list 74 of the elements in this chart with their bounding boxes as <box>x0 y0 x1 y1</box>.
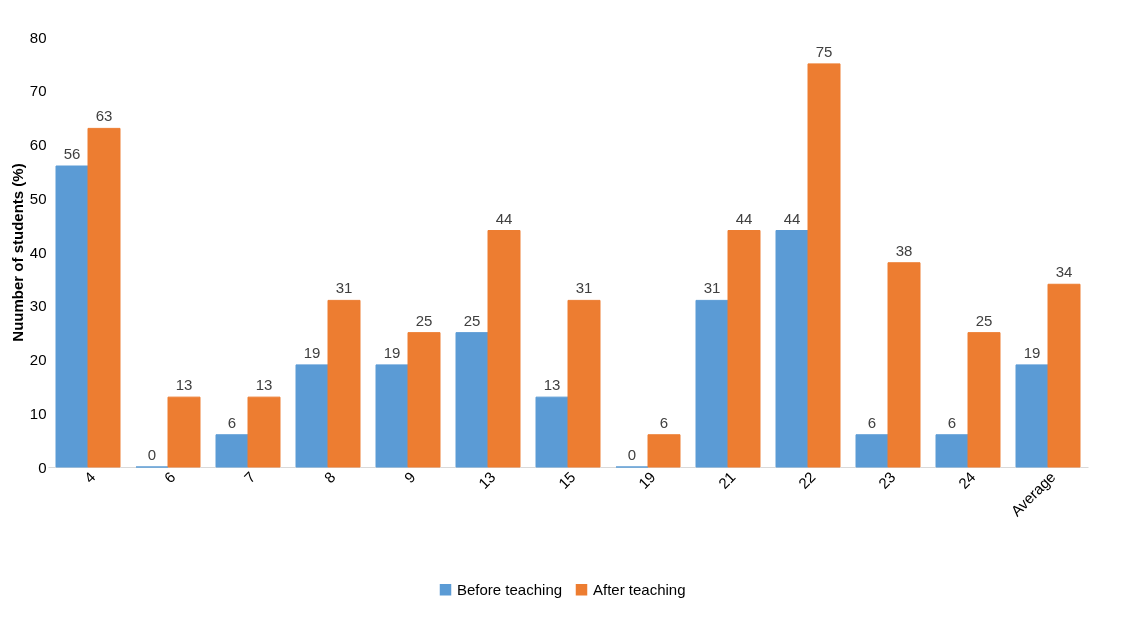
data-label: 19 <box>303 343 321 361</box>
y-tick-label: 60 <box>29 136 47 153</box>
y-tick-label: 40 <box>29 243 47 261</box>
data-label: 63 <box>95 107 113 125</box>
bar <box>887 262 921 468</box>
bar <box>487 230 521 468</box>
bar <box>727 230 761 468</box>
data-label: 75 <box>815 42 833 60</box>
bar <box>1015 364 1049 468</box>
data-label: 6 <box>227 413 237 431</box>
data-label: 56 <box>63 145 81 162</box>
bar <box>247 396 281 468</box>
x-tick-label: 13 <box>474 468 499 492</box>
x-tick-label: 7 <box>240 468 259 487</box>
data-label: 25 <box>463 311 481 329</box>
data-label: 13 <box>255 376 273 394</box>
bar <box>295 364 329 468</box>
bar <box>167 396 201 468</box>
data-label: 31 <box>703 279 721 297</box>
bar <box>647 434 681 468</box>
bar <box>567 299 601 468</box>
data-label: 0 <box>147 446 157 463</box>
y-axis-title: Nuumber of students (%) <box>8 163 26 342</box>
legend-label: After teaching <box>593 580 686 598</box>
bar <box>807 63 841 468</box>
data-label: 34 <box>1055 263 1073 281</box>
x-tick-label: 24 <box>954 468 979 492</box>
data-label: 13 <box>175 376 193 394</box>
x-tick-label: 22 <box>794 468 819 492</box>
bar <box>1047 283 1081 468</box>
y-tick-label: 70 <box>29 82 47 100</box>
y-tick-label: 80 <box>29 28 47 46</box>
data-label: 44 <box>495 209 513 227</box>
bar <box>87 127 121 468</box>
bar <box>695 299 729 468</box>
bar <box>967 332 1001 468</box>
x-tick-label: 4 <box>80 468 99 487</box>
data-label: 6 <box>659 413 669 431</box>
data-label: 19 <box>1023 343 1041 361</box>
data-label: 19 <box>383 343 401 361</box>
bar <box>375 364 409 468</box>
legend-label: Before teaching <box>457 580 563 598</box>
x-tick-label: 8 <box>320 468 339 487</box>
x-tick-label: 19 <box>634 468 659 492</box>
data-label: 31 <box>335 279 353 297</box>
x-tick-label: 9 <box>400 468 419 487</box>
data-label: 6 <box>867 413 877 431</box>
y-tick-label: 20 <box>29 351 47 368</box>
x-tick-label: 23 <box>874 468 899 492</box>
bar <box>775 230 809 468</box>
y-tick-label: 30 <box>29 297 47 315</box>
x-tick-label: 21 <box>714 468 739 492</box>
data-label: 25 <box>415 311 433 329</box>
bar <box>327 299 361 468</box>
bar <box>855 434 889 468</box>
data-label: 44 <box>783 209 801 227</box>
data-label: 13 <box>543 376 561 394</box>
y-tick-label: 0 <box>38 458 47 476</box>
data-label: 25 <box>975 311 993 329</box>
bar <box>935 434 969 468</box>
data-label: 38 <box>895 241 913 259</box>
bar <box>55 165 89 468</box>
data-label: 44 <box>735 209 753 227</box>
bar <box>407 332 441 468</box>
y-tick-label: 10 <box>29 404 47 422</box>
y-tick-label: 50 <box>29 189 47 207</box>
x-tick-label: 15 <box>554 468 579 492</box>
data-label: 31 <box>575 279 593 297</box>
bar <box>535 396 569 468</box>
data-label: 6 <box>947 413 957 431</box>
x-tick-label: 6 <box>160 468 179 487</box>
bar <box>215 434 249 468</box>
bar <box>455 332 489 468</box>
data-label: 0 <box>627 446 637 463</box>
